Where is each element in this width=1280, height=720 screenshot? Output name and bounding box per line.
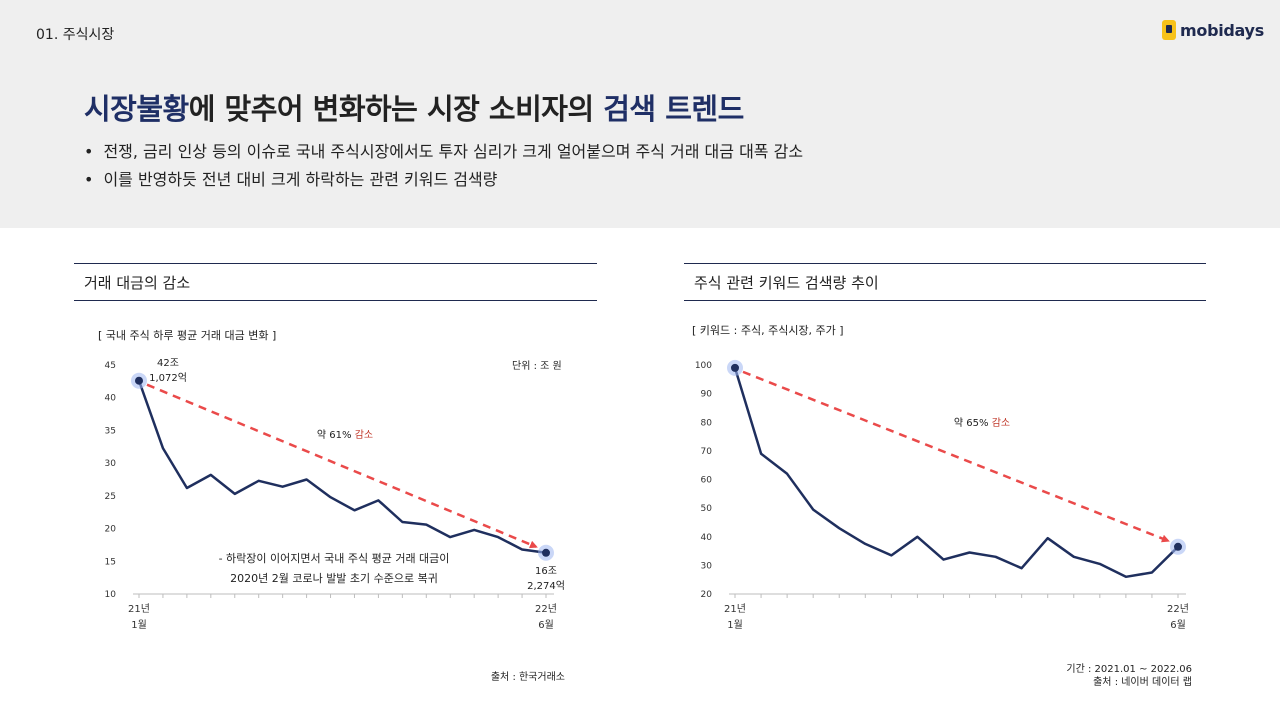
left-point-start	[135, 376, 143, 385]
right-y-tick-label: 60	[701, 476, 713, 486]
left-series-line	[137, 380, 547, 555]
right-y-tick-label: 70	[701, 447, 713, 457]
left-chart-unit: 단위 : 조 원	[512, 361, 562, 372]
right-y-tick-label: 100	[695, 361, 712, 371]
left-trend-label: 약 61% 감소	[317, 429, 373, 441]
left-y-tick-label: 40	[105, 394, 117, 404]
right-y-tick-label: 80	[701, 418, 713, 428]
left-y-tick-label: 15	[105, 557, 116, 567]
right-point-end	[1174, 542, 1182, 551]
right-x-label-start: 21년	[724, 603, 746, 615]
right-y-tick-label: 50	[701, 504, 713, 514]
headline-highlight-2: 검색 트렌드	[603, 92, 744, 126]
left-start-value-label: 42조	[157, 358, 179, 369]
right-y-tick-label: 30	[701, 561, 713, 571]
right-x-label-start: 1월	[727, 619, 743, 631]
left-x-label-end: 22년	[535, 603, 557, 615]
right-y-tick-label: 40	[701, 533, 713, 543]
left-x-label-end: 6월	[538, 619, 554, 631]
left-x-label-start: 21년	[128, 603, 150, 615]
left-chart-subtitle: [ 국내 주식 하루 평균 거래 대금 변화 ]	[98, 329, 277, 342]
left-source: 출처 : 한국거래소	[490, 672, 565, 683]
left-panel-header: 거래 대금의 감소	[74, 263, 597, 301]
left-y-tick-label: 10	[105, 590, 117, 600]
right-chart-subtitle: [ 키워드 : 주식, 주식시장, 주가 ]	[692, 324, 844, 337]
left-y-tick-label: 35	[105, 426, 116, 436]
headline-highlight-1: 시장불황	[84, 92, 189, 126]
left-y-tick-label: 30	[105, 459, 117, 469]
brand-logo: mobidays	[1162, 20, 1264, 40]
left-y-tick-label: 25	[105, 492, 116, 502]
right-x-label-end: 6월	[1170, 619, 1186, 631]
right-panel-header: 주식 관련 키워드 검색량 추이	[684, 263, 1206, 301]
bullet-list: 전쟁, 금리 인상 등의 이슈로 국내 주식시장에서도 투자 심리가 크게 얼어…	[84, 140, 803, 196]
bullet-item: 이를 반영하듯 전년 대비 크게 하락하는 관련 키워드 검색량	[84, 168, 803, 196]
right-period: 기간 : 2021.01 ~ 2022.06	[1066, 664, 1192, 675]
right-trend-label: 약 65% 감소	[954, 417, 1010, 429]
section-label: 01. 주식시장	[36, 27, 115, 43]
right-trend-arrow	[742, 370, 1170, 543]
mobidays-logo-icon	[1162, 20, 1176, 40]
left-end-value-label: 2,274억	[527, 580, 565, 592]
left-start-value-label: 1,072억	[149, 372, 187, 384]
right-y-tick-label: 90	[701, 390, 713, 400]
right-y-tick-label: 20	[701, 590, 713, 600]
left-x-label-start: 1월	[131, 619, 147, 631]
bullet-item: 전쟁, 금리 인상 등의 이슈로 국내 주식시장에서도 투자 심리가 크게 얼어…	[84, 140, 803, 168]
right-trend-label-highlight: 감소	[992, 417, 1010, 429]
right-panel-title: 주식 관련 키워드 검색량 추이	[694, 274, 879, 292]
left-y-tick-label: 45	[105, 361, 116, 371]
headline-middle: 에 맞추어 변화하는 시장 소비자의	[188, 92, 604, 126]
left-y-tick-label: 20	[105, 525, 117, 535]
left-trend-label-highlight: 감소	[355, 429, 373, 441]
right-series-line	[733, 367, 1179, 579]
right-source: 출처 : 네이버 데이터 랩	[1093, 677, 1192, 688]
right-point-start	[731, 363, 739, 372]
headline: 시장불황에 맞추어 변화하는 시장 소비자의 검색 트렌드	[84, 86, 744, 128]
logo-text: mobidays	[1180, 20, 1264, 40]
left-annotation: - 하락장이 이어지면서 국내 주식 평균 거래 대금이	[219, 551, 450, 565]
left-panel-title: 거래 대금의 감소	[84, 274, 191, 292]
left-trend-label-prefix: 약 61%	[317, 429, 355, 441]
left-end-value-label: 16조	[535, 566, 557, 577]
right-x-label-end: 22년	[1167, 603, 1189, 615]
right-trend-label-prefix: 약 65%	[954, 417, 992, 429]
left-annotation: 2020년 2월 코로나 발발 초기 수준으로 복귀	[230, 572, 438, 585]
left-trend-arrow	[146, 383, 538, 549]
left-point-end	[542, 548, 550, 557]
